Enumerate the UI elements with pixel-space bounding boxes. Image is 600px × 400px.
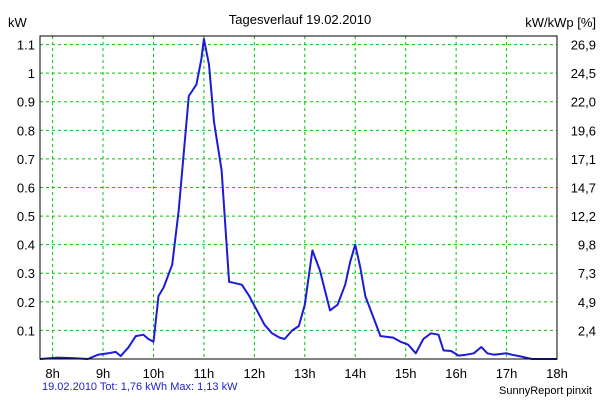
y-tick-label-right: 12,2 [571,209,596,224]
y-tick-label-right: 2,4 [578,323,596,338]
y-tick-label-left: 0.5 [17,209,35,224]
grid-lines [40,36,557,359]
plot-frame [39,35,558,360]
y-tick-label-left: 0.2 [17,295,35,310]
x-tick-label: 18h [546,366,568,381]
x-tick-label: 14h [344,366,366,381]
x-tick-label: 9h [96,366,110,381]
chart-title: Tagesverlauf 19.02.2010 [229,12,371,27]
y-axis-left-label: kW [8,15,28,30]
y-tick-label-left: 0.4 [17,238,35,253]
y-tick-label-right: 17,1 [571,152,596,167]
y-tick-label-right: 26,9 [571,38,596,53]
y-tick-label-left: 1.1 [17,38,35,53]
footer-credit: SunnyReport pinxit [499,385,592,397]
y-tick-label-right: 22,0 [571,95,596,110]
x-tick-label: 11h [194,366,215,381]
y-tick-label-right: 24,5 [571,66,596,81]
y-tick-label-left: 0.8 [17,123,35,138]
y-tick-label-right: 7,3 [578,266,596,281]
y-tick-label-left: 0.7 [17,152,35,167]
y-tick-label-left: 0.3 [17,266,35,281]
y-tick-label-left: 0.9 [17,95,35,110]
x-tick-label: 12h [244,366,266,381]
y-tick-label-left: 1 [28,66,35,81]
y-tick-label-left: 0.1 [17,323,35,338]
plot-area [40,36,557,359]
y-tick-label-right: 4,9 [578,295,596,310]
x-tick-label: 16h [445,366,467,381]
x-tick-label: 8h [45,366,59,381]
y-tick-label-right: 19,6 [571,123,596,138]
y-tick-label-right: 14,7 [571,180,596,195]
power-series-line [39,37,557,360]
tick-labels: 8h 9h 10h 11h 12h 13h 14h 15h 16h 17h 18h 0.1 2,4 0.2… [17,38,596,381]
x-tick-label: 15h [395,366,417,381]
footer-summary: 19.02.2010 Tot: 1,76 kWh Max: 1,13 kW [42,381,238,393]
y-tick-label-left: 0.6 [17,180,35,195]
x-tick-label: 13h [294,366,316,381]
y-axis-right-label: kW/kWp [%] [525,15,596,30]
x-tick-label: 10h [143,366,165,381]
x-tick-label: 17h [496,366,518,381]
series-layer [39,37,557,360]
y-tick-label-right: 9,8 [578,238,596,253]
